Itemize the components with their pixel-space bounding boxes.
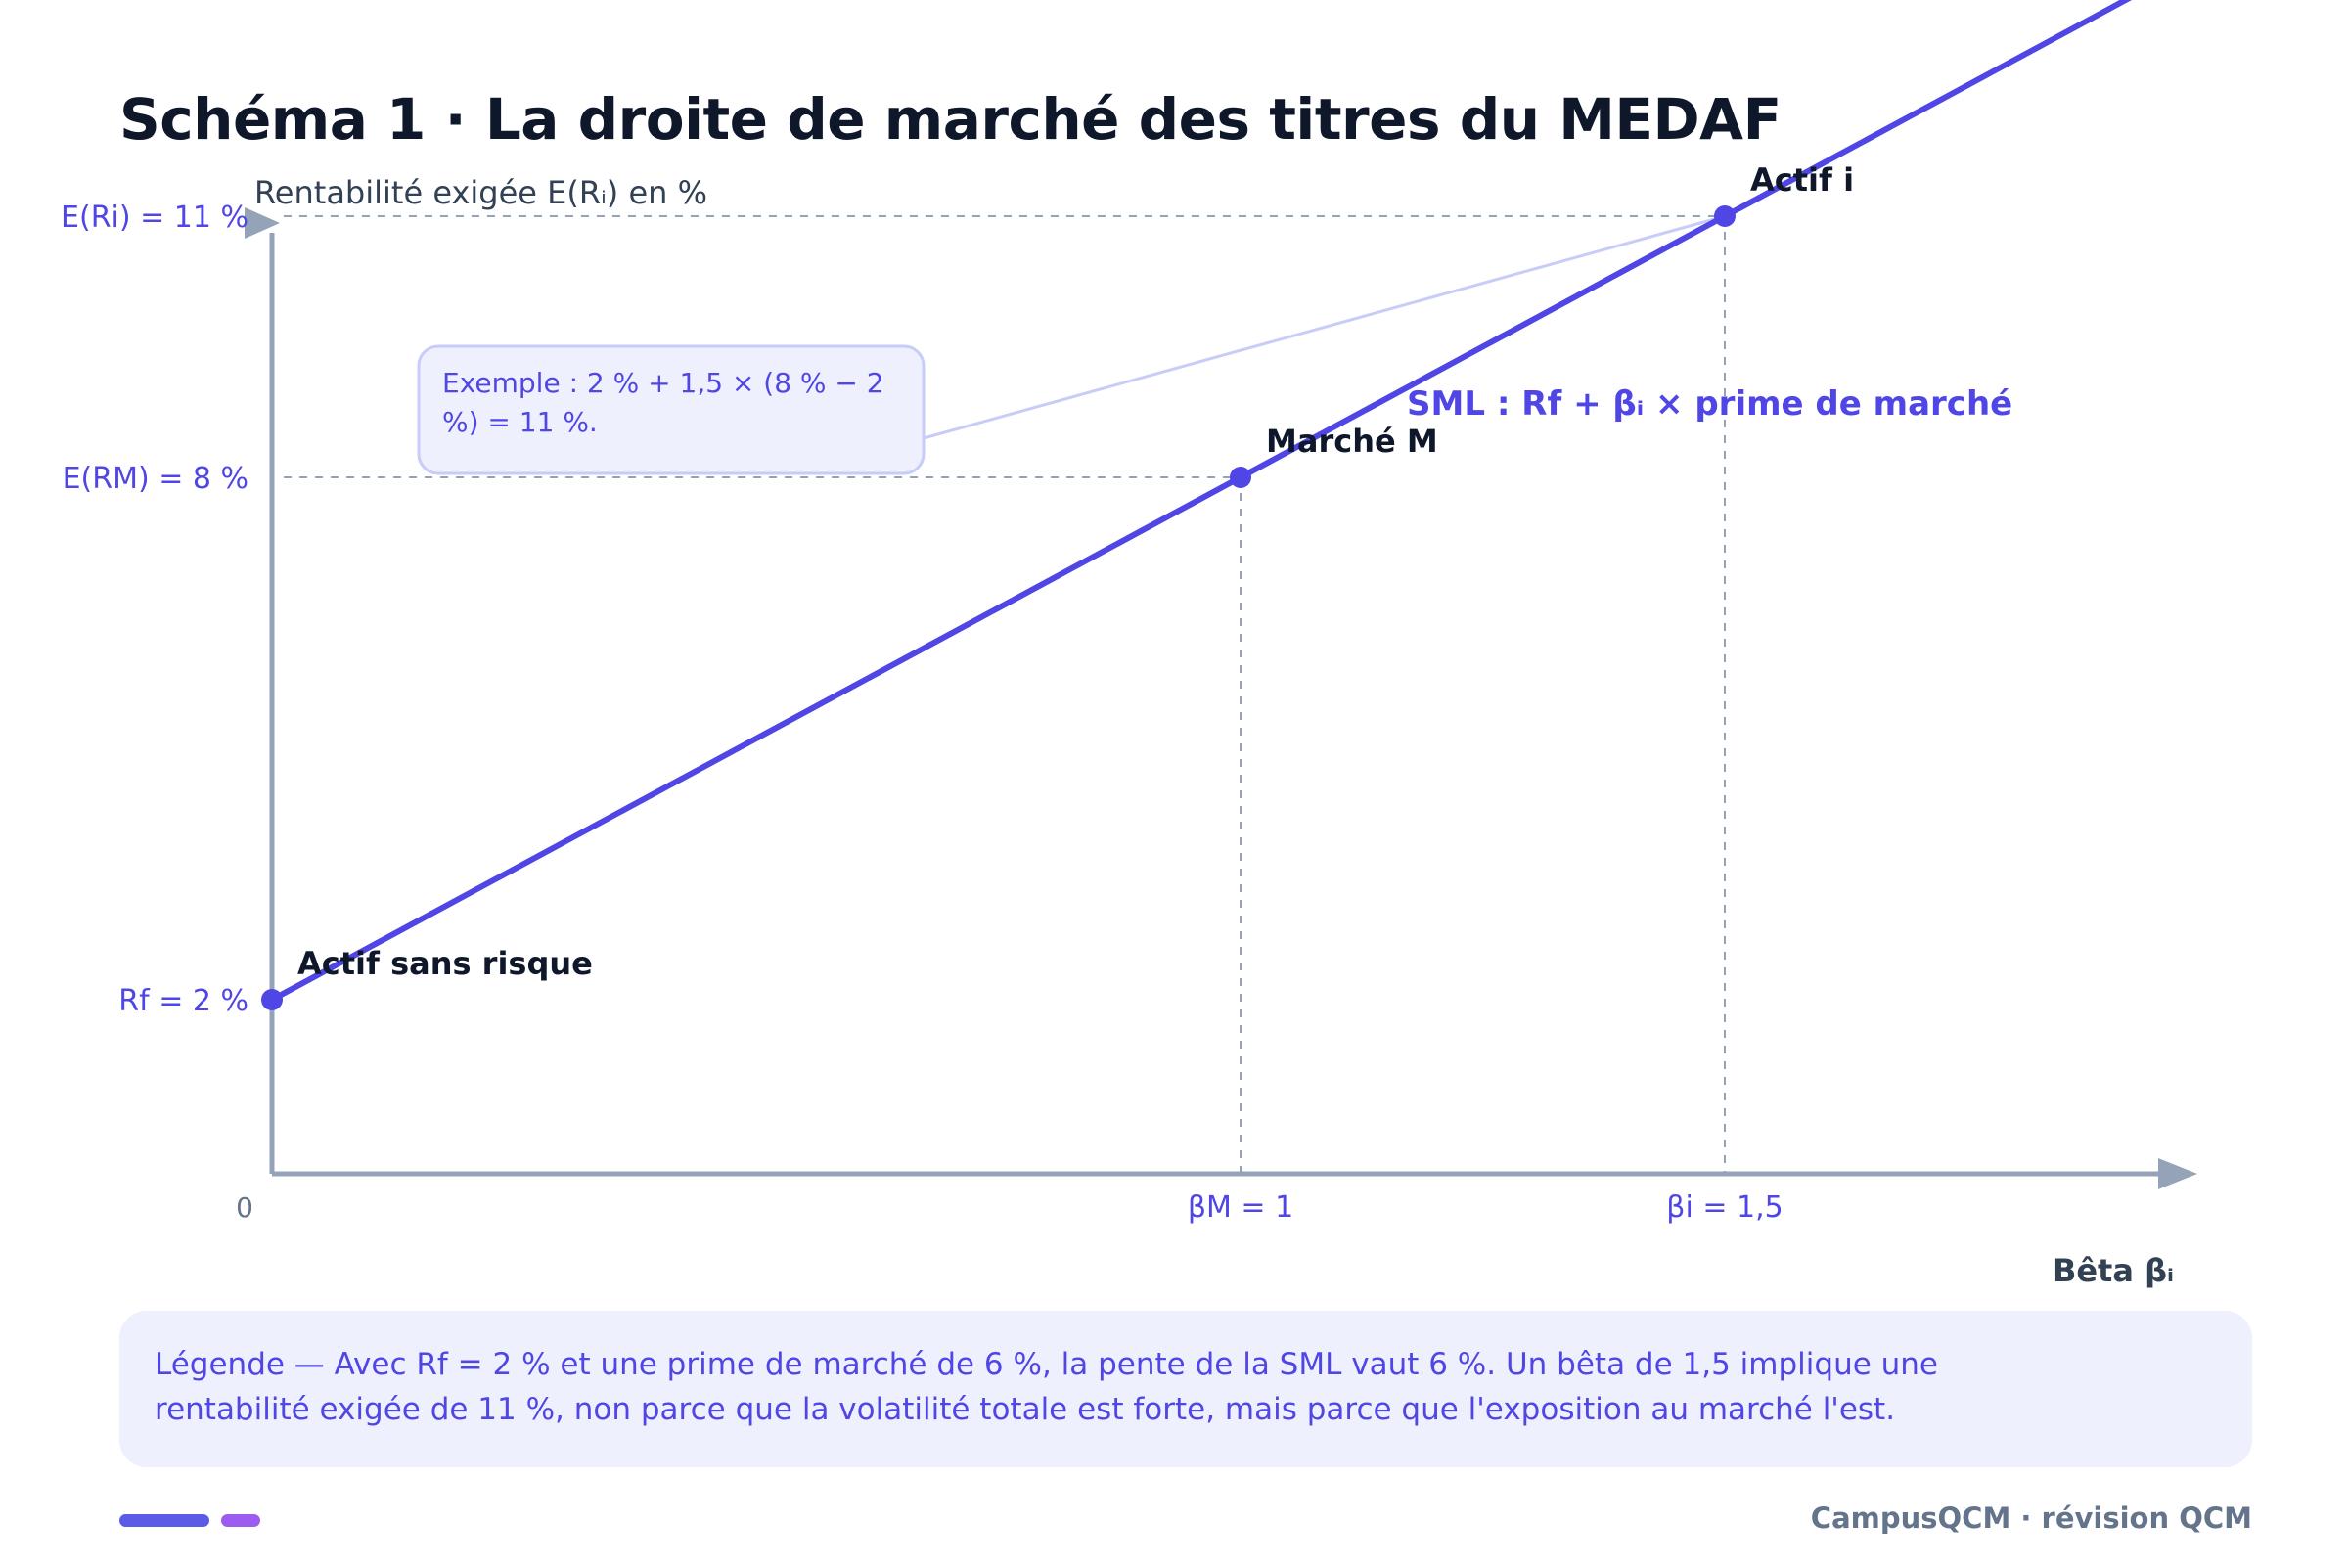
y-tick-label: E(RM) = 8 % bbox=[63, 462, 248, 496]
footer-accent-bar bbox=[119, 1514, 209, 1527]
points-layer bbox=[261, 205, 1736, 1010]
footer-accent-bar-small bbox=[221, 1514, 260, 1527]
y-tick-label: E(Ri) = 11 % bbox=[61, 201, 248, 235]
y-axis-title: Rentabilité exigée E(Rᵢ) en % bbox=[254, 174, 707, 211]
legend-box: Légende — Avec Rf = 2 % et une prime de … bbox=[119, 1311, 2252, 1467]
y-axis-arrow bbox=[245, 207, 280, 239]
data-point bbox=[261, 989, 283, 1010]
data-point bbox=[1714, 205, 1736, 227]
point-label: Actif sans risque bbox=[297, 945, 593, 982]
annotation-box bbox=[417, 344, 926, 475]
x-tick-label: βi = 1,5 bbox=[1666, 1190, 1783, 1225]
x-axis-title: Bêta βᵢ bbox=[2053, 1252, 2174, 1289]
page-title: Schéma 1 · La droite de marché des titre… bbox=[119, 86, 1782, 153]
x-axis-arrow bbox=[2158, 1158, 2197, 1189]
annotation: Exemple : 2 % + 1,5 × (8 % − 2 %) = 11 %. bbox=[417, 214, 1726, 475]
annotation-text: Exemple : 2 % + 1,5 × (8 % − 2 bbox=[442, 367, 884, 399]
footer-credit: CampusQCM · révision QCM bbox=[1810, 1501, 2252, 1535]
y-tick-label: Rf = 2 % bbox=[118, 984, 248, 1018]
x-tick-label: βM = 1 bbox=[1188, 1190, 1293, 1225]
x-origin-label: 0 bbox=[236, 1191, 253, 1224]
data-point bbox=[1230, 467, 1251, 488]
sml-chart: Exemple : 2 % + 1,5 × (8 % − 2 %) = 11 %.… bbox=[61, 0, 2197, 1289]
annotation-text: %) = 11 %. bbox=[442, 406, 598, 438]
labels-layer: Rentabilité exigée E(Rᵢ) en % Bêta βᵢ 0 Rf … bbox=[61, 161, 2174, 1289]
guide-lines bbox=[284, 215, 1726, 1174]
legend-text: Légende — Avec Rf = 2 % et une prime de … bbox=[155, 1347, 1939, 1427]
annotation-connector bbox=[923, 214, 1726, 440]
series-label: SML : Rf + βᵢ × prime de marché bbox=[1407, 384, 2012, 424]
axes bbox=[245, 207, 2197, 1189]
point-label: Actif i bbox=[1750, 161, 1854, 199]
point-label: Marché M bbox=[1266, 423, 1438, 460]
